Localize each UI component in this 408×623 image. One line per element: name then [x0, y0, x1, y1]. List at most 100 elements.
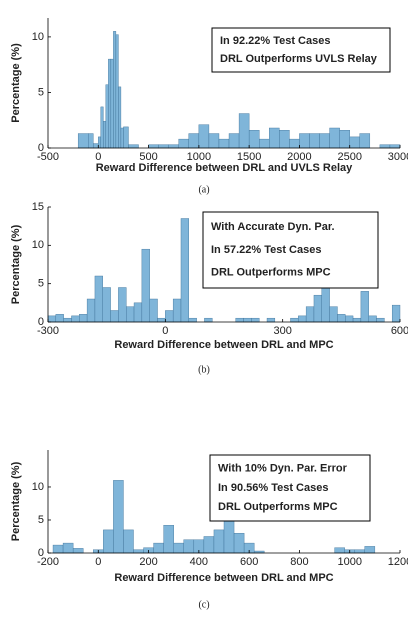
bar — [391, 304, 401, 323]
y-tick-label: 5 — [38, 86, 44, 98]
bar — [133, 549, 144, 554]
bar — [123, 529, 134, 554]
bar — [128, 144, 139, 149]
y-tick-label: 0 — [38, 142, 44, 154]
bar — [63, 317, 72, 323]
bar — [349, 136, 360, 149]
annotation-box — [202, 211, 379, 289]
bar — [113, 31, 117, 149]
bar — [62, 542, 74, 554]
caption: (a) — [198, 184, 209, 195]
bar — [379, 144, 391, 149]
bar — [309, 133, 320, 149]
bar — [165, 310, 174, 323]
bar — [120, 127, 124, 149]
annotation-line: With Accurate Dyn. Par. — [211, 221, 335, 233]
y-axis-label: Percentage (%) — [10, 224, 22, 304]
annotation-line: In 92.22% Test Cases — [220, 35, 330, 47]
bar — [103, 529, 114, 554]
bar — [339, 130, 350, 149]
bar — [163, 525, 174, 554]
bar — [313, 294, 322, 323]
x-tick-label: 500 — [139, 151, 157, 163]
x-tick-label: 200 — [139, 556, 157, 568]
bar — [71, 315, 80, 323]
bar — [102, 287, 111, 323]
bar — [360, 291, 369, 323]
bar — [188, 133, 200, 149]
bar — [251, 317, 260, 323]
bar — [248, 130, 260, 149]
bar — [305, 306, 315, 323]
bar — [279, 130, 290, 149]
annotation-line: DRL Outperforms MPC — [218, 501, 338, 513]
bar — [105, 84, 109, 149]
bar — [94, 275, 103, 323]
y-tick-label: 5 — [38, 278, 44, 290]
bar — [319, 133, 330, 149]
y-tick-label: 5 — [38, 514, 44, 526]
bar — [141, 248, 150, 323]
x-tick-label: 0 — [95, 556, 101, 568]
bar — [238, 113, 250, 149]
bar — [359, 133, 371, 149]
x-tick-label: -500 — [37, 151, 59, 163]
bar — [329, 306, 338, 323]
bar — [126, 306, 135, 323]
annotation-line: In 57.22% Test Cases — [211, 244, 321, 256]
bar — [183, 539, 195, 554]
bar — [321, 283, 330, 323]
x-tick-label: 600 — [240, 556, 258, 568]
bar — [153, 542, 164, 554]
x-tick-label: -200 — [37, 556, 59, 568]
bar — [88, 133, 94, 149]
bar — [180, 218, 190, 323]
bar — [329, 127, 340, 149]
annotation-box — [209, 454, 371, 522]
bar — [103, 121, 107, 149]
x-tick-label: 1000 — [187, 151, 211, 163]
x-axis-label: Reward Difference between DRL and MPC — [114, 339, 333, 351]
bar — [337, 314, 346, 323]
bar — [52, 544, 64, 554]
x-tick-label: 800 — [290, 556, 308, 568]
bar — [110, 310, 119, 323]
bar — [148, 144, 159, 149]
bar — [110, 58, 114, 149]
bar — [218, 138, 230, 149]
bar — [113, 480, 124, 554]
bar — [123, 126, 129, 149]
bar — [158, 144, 169, 149]
bar — [203, 536, 215, 554]
bar — [188, 317, 197, 323]
bar — [108, 58, 112, 149]
bar — [290, 317, 299, 323]
bar — [149, 298, 158, 323]
bar — [228, 133, 240, 149]
bar — [77, 133, 89, 149]
annotation-line: With 10% Dyn. Par. Error — [218, 463, 348, 475]
bar — [198, 124, 210, 149]
x-tick-label: 400 — [190, 556, 208, 568]
bar — [223, 516, 235, 554]
y-tick-label: 10 — [32, 481, 44, 493]
bar — [368, 315, 377, 323]
bar — [157, 317, 166, 323]
y-tick-label: 10 — [32, 31, 44, 43]
bar — [364, 546, 376, 554]
y-tick-label: 0 — [38, 316, 44, 328]
annotation-line: DRL Outperforms MPC — [211, 267, 331, 279]
x-tick-label: 2500 — [337, 151, 361, 163]
bar — [72, 548, 84, 554]
bar — [204, 317, 213, 323]
bar — [55, 314, 64, 323]
x-axis-label: Reward Difference between DRL and UVLS R… — [96, 162, 353, 174]
bar — [233, 532, 245, 554]
bar — [115, 34, 119, 149]
x-tick-label: 0 — [162, 325, 168, 337]
bar — [118, 287, 127, 323]
